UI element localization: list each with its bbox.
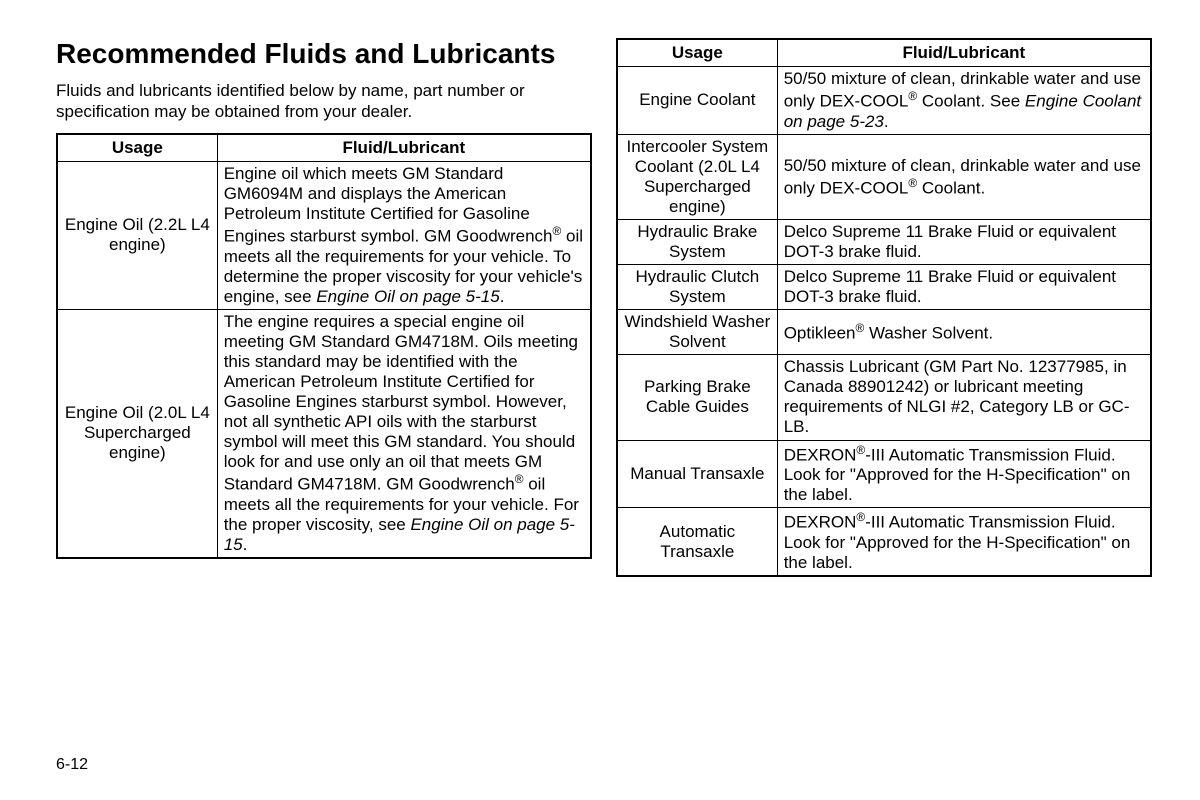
table-row: Parking Brake Cable GuidesChassis Lubric… [617, 355, 1151, 440]
table-row: Intercooler System Coolant (2.0L L4 Supe… [617, 134, 1151, 219]
intro-paragraph: Fluids and lubricants identified below b… [56, 80, 592, 123]
cell-usage: Windshield Washer Solvent [617, 310, 777, 355]
cell-usage: Intercooler System Coolant (2.0L L4 Supe… [617, 134, 777, 219]
header-fluid: Fluid/Lubricant [217, 134, 591, 162]
table-row: Windshield Washer SolventOptikleen® Wash… [617, 310, 1151, 355]
cell-fluid: The engine requires a special engine oil… [217, 309, 591, 558]
cell-usage: Engine Oil (2.2L L4 engine) [57, 161, 217, 309]
cell-fluid: 50/50 mixture of clean, drinkable water … [777, 134, 1151, 219]
table-row: Automatic TransaxleDEXRON®-III Automatic… [617, 508, 1151, 576]
cell-fluid: Optikleen® Washer Solvent. [777, 310, 1151, 355]
page-content: Recommended Fluids and Lubricants Fluids… [56, 38, 1152, 577]
header-usage: Usage [57, 134, 217, 162]
table-row: Manual TransaxleDEXRON®-III Automatic Tr… [617, 440, 1151, 508]
header-usage: Usage [617, 39, 777, 67]
cell-usage: Hydraulic Brake System [617, 220, 777, 265]
page-title: Recommended Fluids and Lubricants [56, 38, 592, 70]
cell-usage: Parking Brake Cable Guides [617, 355, 777, 440]
cell-fluid: Chassis Lubricant (GM Part No. 12377985,… [777, 355, 1151, 440]
table-header-row: Usage Fluid/Lubricant [617, 39, 1151, 67]
cell-usage: Hydraulic Clutch System [617, 265, 777, 310]
cell-fluid: DEXRON®-III Automatic Transmission Fluid… [777, 508, 1151, 576]
right-table-body: Engine Coolant50/50 mixture of clean, dr… [617, 67, 1151, 577]
table-row: Engine Oil (2.2L L4 engine)Engine oil wh… [57, 161, 591, 309]
cell-usage: Engine Oil (2.0L L4 Supercharged engine) [57, 309, 217, 558]
table-row: Hydraulic Clutch SystemDelco Supreme 11 … [617, 265, 1151, 310]
cell-fluid: 50/50 mixture of clean, drinkable water … [777, 67, 1151, 135]
table-row: Engine Coolant50/50 mixture of clean, dr… [617, 67, 1151, 135]
cell-usage: Manual Transaxle [617, 440, 777, 508]
cell-fluid: Delco Supreme 11 Brake Fluid or equivale… [777, 265, 1151, 310]
cell-usage: Automatic Transaxle [617, 508, 777, 576]
cell-fluid: Engine oil which meets GM Standard GM609… [217, 161, 591, 309]
cell-fluid: DEXRON®-III Automatic Transmission Fluid… [777, 440, 1151, 508]
left-table-body: Engine Oil (2.2L L4 engine)Engine oil wh… [57, 161, 591, 558]
left-column: Recommended Fluids and Lubricants Fluids… [56, 38, 592, 577]
right-column: Usage Fluid/Lubricant Engine Coolant50/5… [616, 38, 1152, 577]
fluids-table-right: Usage Fluid/Lubricant Engine Coolant50/5… [616, 38, 1152, 577]
cell-usage: Engine Coolant [617, 67, 777, 135]
table-row: Engine Oil (2.0L L4 Supercharged engine)… [57, 309, 591, 558]
table-row: Hydraulic Brake SystemDelco Supreme 11 B… [617, 220, 1151, 265]
table-header-row: Usage Fluid/Lubricant [57, 134, 591, 162]
fluids-table-left: Usage Fluid/Lubricant Engine Oil (2.2L L… [56, 133, 592, 559]
cell-fluid: Delco Supreme 11 Brake Fluid or equivale… [777, 220, 1151, 265]
page-number: 6-12 [56, 756, 88, 774]
header-fluid: Fluid/Lubricant [777, 39, 1151, 67]
